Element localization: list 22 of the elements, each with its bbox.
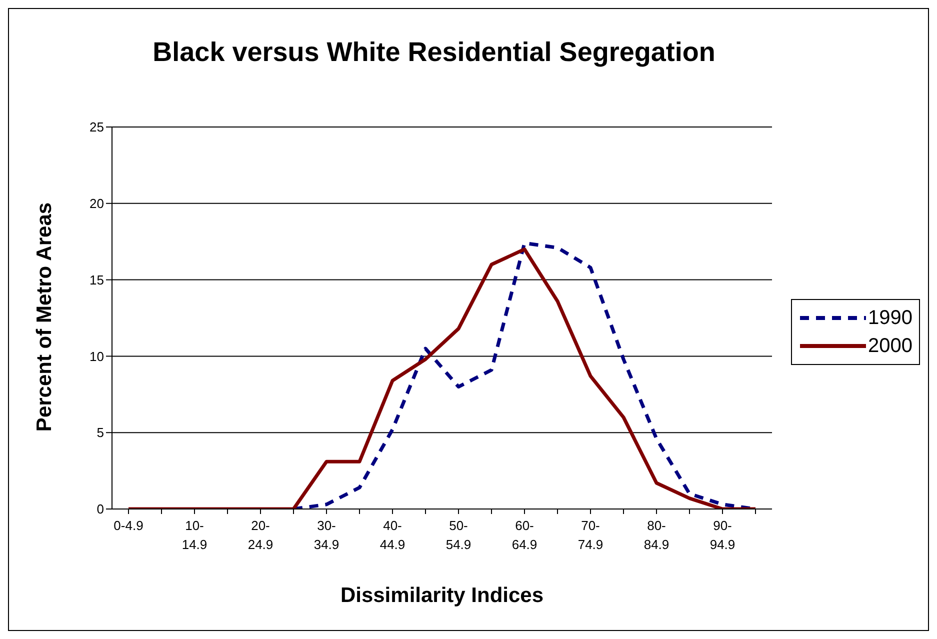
x-tick-label: 0-4.9 [114,518,144,533]
x-tick-label: 90-94.9 [710,518,736,552]
legend-label: 1990 [868,306,912,331]
x-tick-label: 80-84.9 [644,518,670,552]
x-tick-label: 20-24.9 [248,518,274,552]
x-tick-label: 40-44.9 [380,518,406,552]
x-tick-label: 70-74.9 [578,518,604,552]
legend-label: 2000 [868,334,912,359]
chart-title: Black versus White Residential Segregation [152,37,716,68]
line-series [126,247,758,509]
y-tick-label: 15 [90,272,104,288]
x-tick-label: 50-54.9 [446,518,472,552]
y-tick-label: 5 [96,425,104,440]
x-tick-label: 30-34.9 [314,518,340,552]
y-tick-label: 20 [90,196,104,212]
y-tick-label: 25 [90,120,104,135]
x-tick-label: 10-14.9 [182,518,208,552]
y-tick-label: 10 [90,348,104,364]
y-axis-title: Percent of Metro Areas [33,202,57,432]
x-tick-label: 60-64.9 [512,518,538,552]
x-axis-title: Dissimilarity Indices [339,584,545,608]
y-tick-label: 0 [96,502,104,517]
